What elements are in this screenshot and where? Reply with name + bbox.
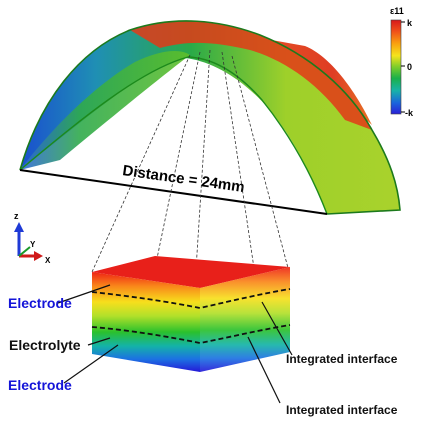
colorbar: ε11 k 0 -k: [390, 6, 414, 118]
distance-label: Distance = 24mm: [121, 162, 245, 196]
label-electrode-bottom: Electrode: [8, 377, 72, 393]
colorbar-title: ε11: [390, 6, 404, 16]
block-front-left: [92, 272, 200, 372]
arch-front-face: [20, 50, 190, 171]
label-electrolyte: Electrolyte: [9, 337, 81, 353]
arch-outline: [19, 20, 401, 215]
axis-x-label: X: [45, 256, 51, 265]
arch-crest: [130, 20, 372, 131]
label-interface-2: Integrated interface: [286, 403, 398, 417]
colorbar-top-label: k: [407, 18, 413, 28]
label-interface-1: Integrated interface: [286, 352, 398, 366]
distance-line: [19, 169, 328, 215]
axis-triad: z Y X: [14, 211, 51, 265]
layer-annotations: Electrode Electrolyte Electrode Integrat…: [8, 284, 398, 417]
axis-y-label: Y: [30, 240, 36, 249]
interface-line-upper: [91, 288, 291, 309]
layered-block: [91, 256, 291, 372]
interface-line-lower: [91, 324, 291, 344]
zoom-lines: [91, 49, 289, 286]
arch-sample: Distance = 24mm: [19, 20, 401, 215]
colorbar-mid-label: 0: [407, 62, 412, 72]
axis-z-label: z: [14, 211, 19, 221]
arch-inner-edge: [19, 56, 328, 215]
label-electrode-top: Electrode: [8, 295, 72, 311]
arch-top-surface: [106, 23, 372, 125]
colorbar-bottom-label: -k: [405, 108, 414, 118]
block-top-face: [92, 256, 290, 288]
colorbar-scale: [390, 19, 402, 115]
